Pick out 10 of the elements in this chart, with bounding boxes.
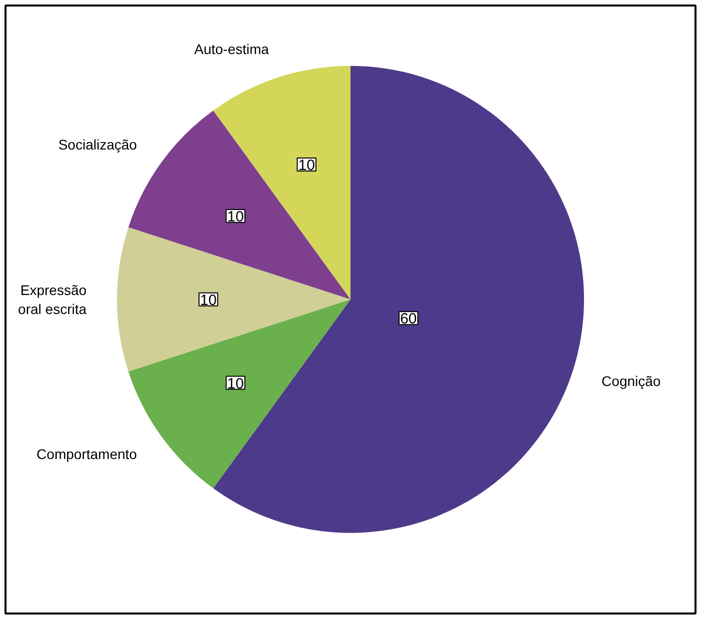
slice-label: Comportamento (36, 446, 138, 462)
slice-label: Cognição (602, 372, 661, 389)
slice-label: Expressão oral escrita (18, 282, 87, 317)
data-label: 60 (400, 310, 417, 328)
data-label: 10 (200, 292, 217, 309)
data-label: 10 (227, 208, 244, 226)
slice-label: Socialização (58, 136, 138, 153)
data-label: 10 (298, 156, 315, 174)
slice-label: Auto-estima (194, 40, 270, 57)
data-label: 10 (227, 375, 244, 392)
